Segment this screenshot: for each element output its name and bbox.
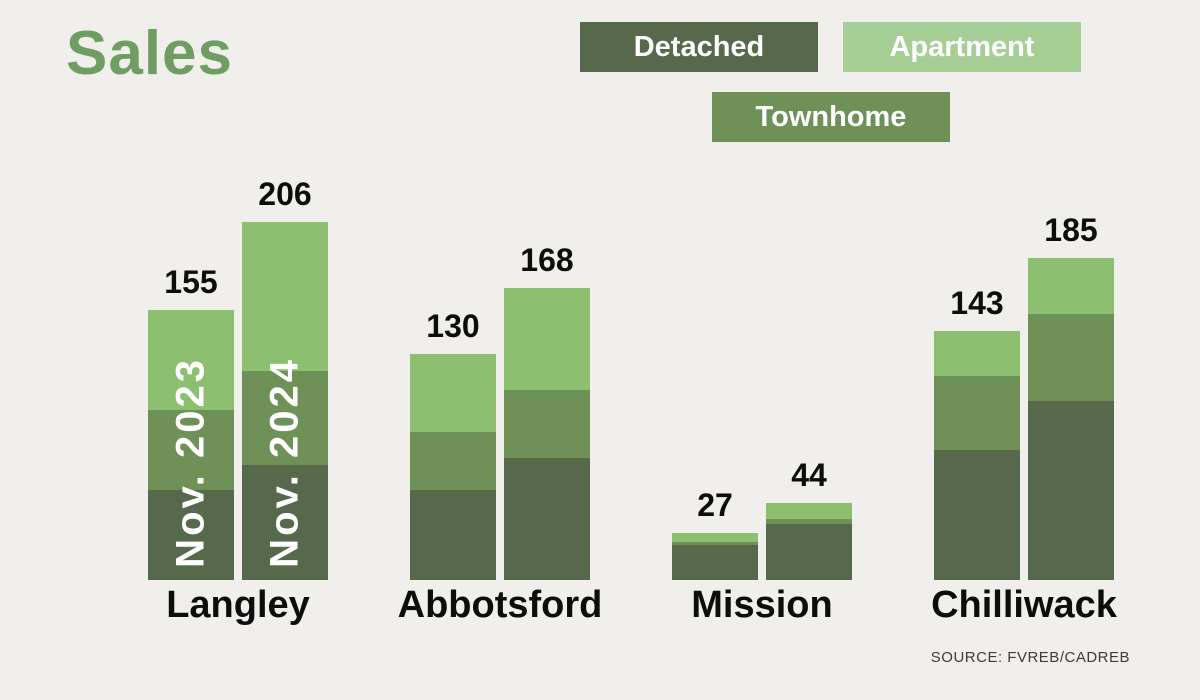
stacked-bar <box>1028 258 1114 580</box>
bar-segment-townhome <box>504 390 590 459</box>
bar-segment-detached <box>934 449 1020 580</box>
bar-total-label: 27 <box>697 487 733 524</box>
bar-segment-detached <box>504 458 590 580</box>
legend-item-apartment: Apartment <box>843 22 1081 72</box>
bar-segment-detached <box>410 489 496 580</box>
bar-column: 155 Nov. 2023 <box>148 266 234 580</box>
city-label: Langley <box>166 584 310 626</box>
city-label: Mission <box>691 584 833 626</box>
bar-segment-townhome <box>148 409 234 490</box>
stacked-bar-chart: 155 Nov. 2023 206 Nov. 2024 Langley 130 168 Abb… <box>148 0 1117 626</box>
bar-segment-apartment <box>504 287 590 391</box>
bar-total-label: 130 <box>426 307 480 344</box>
bar-segment-townhome <box>242 371 328 466</box>
bar-column: 27 <box>672 489 758 580</box>
bar-group-chilliwack: 143 185 Chilliwack <box>931 214 1117 626</box>
bar-period-label: Nov. 2023 <box>168 357 213 568</box>
legend-item-townhome: Townhome <box>712 92 950 142</box>
bar-segment-apartment <box>242 221 328 372</box>
bar-segment-detached <box>1028 400 1114 580</box>
bar-segment-apartment <box>766 503 852 520</box>
bar-segment-apartment <box>934 331 1020 377</box>
bar-group-abbotsford: 130 168 Abbotsford <box>398 244 603 626</box>
bar-segment-apartment <box>148 310 234 410</box>
stacked-bar <box>410 353 496 580</box>
bar-segment-townhome <box>766 519 852 525</box>
legend-item-detached: Detached <box>580 22 818 72</box>
bar-total-label: 185 <box>1044 212 1098 249</box>
bar-total-label: 206 <box>258 175 312 212</box>
bar-segment-apartment <box>1028 258 1114 314</box>
bar-segment-detached <box>148 489 234 580</box>
bar-column: 206 Nov. 2024 <box>242 178 328 580</box>
bar-segment-townhome <box>672 541 758 546</box>
bar-column: 143 <box>934 287 1020 580</box>
bar-segment-detached <box>766 524 852 580</box>
bar-total-label: 168 <box>520 241 574 278</box>
bar-column: 130 <box>410 310 496 580</box>
bar-column: 44 <box>766 459 852 580</box>
stacked-bar <box>504 287 590 580</box>
bar-total-label: 44 <box>791 457 827 494</box>
bar-total-label: 143 <box>950 285 1004 322</box>
bar-segment-townhome <box>934 376 1020 450</box>
chart-title: Sales <box>66 19 234 88</box>
bar-period-label: Nov. 2024 <box>262 357 307 568</box>
bar-group-mission: 27 44 Mission <box>672 459 852 626</box>
bar-segment-detached <box>672 545 758 580</box>
bar-column: 185 <box>1028 214 1114 580</box>
stacked-bar <box>672 533 758 580</box>
stacked-bar <box>934 331 1020 580</box>
bar-segment-townhome <box>1028 313 1114 401</box>
city-label: Chilliwack <box>931 584 1117 626</box>
city-label: Abbotsford <box>397 584 603 626</box>
bar-segment-apartment <box>672 533 758 542</box>
stacked-bar: Nov. 2023 <box>148 310 234 580</box>
bar-segment-apartment <box>410 353 496 433</box>
source-credit: SOURCE: FVREB/CADREB <box>930 649 1130 666</box>
stacked-bar: Nov. 2024 <box>242 221 328 580</box>
bar-segment-townhome <box>410 432 496 490</box>
stacked-bar <box>766 503 852 580</box>
bar-group-langley: 155 Nov. 2023 206 Nov. 2024 Langley <box>148 178 328 626</box>
bar-column: 168 <box>504 244 590 580</box>
bar-total-label: 155 <box>164 264 218 301</box>
bar-segment-detached <box>242 465 328 580</box>
